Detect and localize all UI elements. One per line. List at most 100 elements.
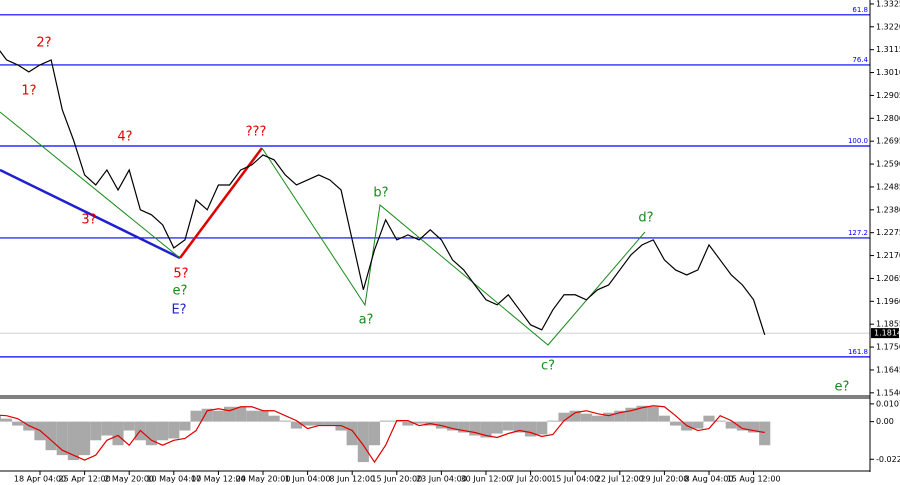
histogram-bar	[669, 421, 682, 426]
y-tick-label: 1.3010	[876, 68, 900, 77]
histogram-bar	[658, 415, 670, 422]
histogram-bar	[112, 421, 124, 446]
y-tick-label: 1.2380	[876, 205, 900, 214]
y-tick-label: 1.1855	[876, 320, 900, 329]
histogram-bar	[513, 421, 525, 433]
histogram-bar	[223, 406, 236, 422]
histogram-bar	[591, 415, 604, 422]
histogram-bar	[90, 421, 102, 441]
histogram-bar	[45, 421, 57, 451]
histogram-bar	[536, 421, 548, 435]
histogram-bar	[580, 413, 592, 422]
histogram-bar	[413, 421, 425, 424]
x-tick-label: 8 Jun 12:00	[329, 475, 375, 484]
histogram-bar	[525, 421, 537, 437]
histogram-bar	[346, 421, 358, 446]
histogram-bar	[12, 421, 24, 426]
signal-line	[0, 405, 765, 464]
histogram-bar	[569, 410, 581, 422]
x-tick-label: 22 Jul 12:00	[596, 475, 644, 484]
x-tick-label: 29 Jul 20:00	[640, 475, 688, 484]
histogram-bar	[458, 421, 470, 433]
histogram-bar	[547, 420, 559, 422]
x-tick-label: 15 Aug 12:00	[727, 475, 781, 484]
histogram-bar	[257, 410, 269, 422]
y-tick-label: 1.1750	[876, 343, 900, 352]
x-tick-label: 24 May 20:00	[236, 475, 291, 484]
x-tick-label: 8 Aug 04:00	[685, 475, 734, 484]
wave-label: E?	[171, 303, 186, 318]
histogram-bar	[235, 406, 247, 422]
wave-label: 5?	[173, 267, 188, 282]
y-tick-label: 1.1540	[876, 388, 900, 397]
wave-label: a?	[359, 313, 374, 328]
histogram-bar	[268, 415, 280, 422]
x-tick-label: 23 Jun 04:00	[416, 475, 467, 484]
y-tick-label: 1.1960	[876, 297, 900, 306]
histogram-bar	[212, 410, 224, 422]
histogram-bar	[157, 421, 169, 441]
histogram-bar	[357, 421, 369, 463]
histogram-bar	[725, 421, 737, 429]
histogram-bar	[558, 412, 570, 422]
histogram-bar	[101, 421, 113, 436]
wave-label: 2?	[36, 36, 51, 51]
y-tick-label: 1.2590	[876, 160, 900, 169]
last-value-label: 1.1814	[874, 329, 900, 338]
y-tick-label: 1.3220	[876, 22, 900, 31]
histogram-bar	[480, 421, 492, 438]
reference-label: 161.8	[848, 348, 868, 356]
histogram-bar	[625, 407, 637, 422]
histogram-bar	[179, 421, 191, 431]
wave-label: d?	[638, 211, 653, 226]
histogram-bar	[748, 421, 760, 433]
histogram-bar	[313, 421, 325, 426]
histogram-bar	[692, 421, 704, 429]
wave-label: 1?	[21, 84, 36, 99]
y-tick-label: -0.0228	[876, 455, 900, 464]
histogram-bar	[703, 415, 715, 422]
wave-label: c?	[541, 359, 555, 374]
histogram-bar	[145, 421, 158, 446]
histogram-bar	[714, 420, 726, 422]
x-tick-label: 1 Jun 04:00	[285, 475, 331, 484]
wave-label: e?	[835, 380, 850, 395]
histogram-bar	[168, 421, 180, 439]
histogram-bar	[636, 405, 648, 422]
y-tick-label: 0.00	[876, 417, 894, 426]
x-tick-label: 18 Apr 04:00	[14, 475, 66, 484]
histogram-bar	[201, 408, 213, 422]
histogram-bar	[614, 410, 626, 422]
histogram-bar	[302, 421, 314, 426]
y-tick-label: 1.2065	[876, 274, 900, 283]
last-value-box	[871, 328, 899, 339]
histogram-bar	[469, 421, 481, 436]
x-tick-label: 7 Jul 20:00	[509, 475, 552, 484]
y-tick-label: 0.01075	[876, 399, 900, 408]
y-tick-label: 1.3325	[876, 0, 900, 8]
histogram-bar	[647, 406, 659, 422]
y-tick-label: 1.2275	[876, 228, 900, 237]
y-tick-label: 1.2170	[876, 251, 900, 260]
histogram-bar	[56, 421, 68, 456]
histogram-bar	[0, 415, 1, 422]
x-tick-label: 2 May 20:00	[104, 475, 154, 484]
histogram-bar	[190, 410, 202, 422]
y-tick-label: 1.2800	[876, 114, 900, 123]
reference-label: 100.0	[848, 137, 868, 145]
histogram-bar	[67, 421, 79, 461]
histogram-bar	[603, 412, 615, 422]
y-tick-label: 1.1645	[876, 365, 900, 374]
reference-label: 76.4	[852, 56, 868, 64]
x-tick-label: 15 Jul 04:00	[551, 475, 599, 484]
y-tick-label: 1.2905	[876, 91, 900, 100]
reference-label: 61.8	[852, 6, 868, 14]
histogram-bar	[246, 410, 258, 422]
histogram-bar	[290, 421, 302, 429]
histogram-bar	[0, 418, 13, 422]
histogram-bar	[491, 421, 503, 434]
wave-label: ???	[246, 125, 267, 140]
wave-label: b?	[373, 186, 388, 201]
